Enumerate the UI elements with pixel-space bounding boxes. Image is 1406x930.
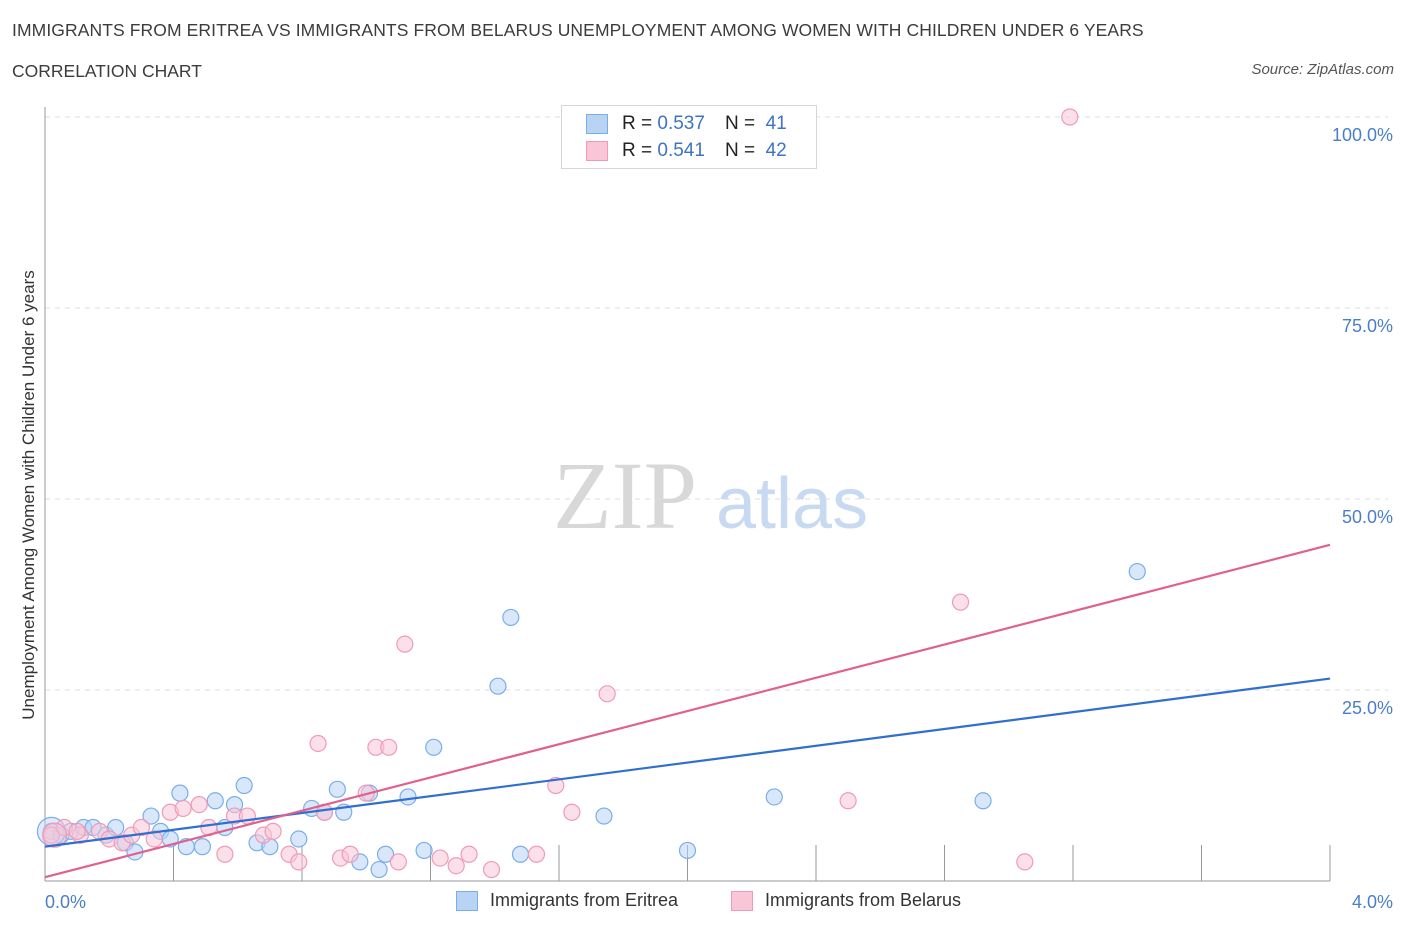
data-point-belarus (145, 830, 163, 848)
data-point-belarus (1016, 853, 1034, 871)
data-point-belarus (547, 776, 565, 795)
chart-subtitle: CORRELATION CHART (12, 61, 202, 81)
data-point-eritrea (678, 841, 697, 860)
data-point-belarus (447, 857, 465, 875)
data-point-belarus (460, 845, 478, 863)
tick-labels: 25.0% 50.0% 75.0% 100.0% 0.0% 4.0% (45, 125, 1393, 912)
trend-line-eritrea (44, 677, 1331, 848)
chart-title: IMMIGRANTS FROM ERITREA VS IMMIGRANTS FR… (12, 20, 1144, 40)
y-axis-label: Unemployment Among Women with Children U… (19, 270, 38, 719)
data-point-belarus (290, 853, 308, 871)
data-point-eritrea (376, 845, 395, 863)
legend-n-value: 42 (765, 140, 787, 161)
bottom-legend-label-eritrea: Immigrants from Eritrea (490, 890, 679, 910)
data-point-belarus (68, 822, 86, 840)
data-point-eritrea (415, 841, 433, 860)
data-point-belarus (132, 818, 150, 837)
legend-n-value: 41 (765, 113, 787, 134)
y-tick-label: 25.0% (1342, 698, 1393, 718)
legend-n-label: N = (724, 140, 756, 161)
legend-swatch-belarus (586, 141, 608, 161)
data-point-eritrea (1128, 562, 1146, 581)
data-point-belarus (174, 799, 192, 818)
data-point-eritrea (974, 792, 992, 810)
data-point-eritrea (511, 845, 530, 863)
y-tick-label: 75.0% (1342, 316, 1393, 336)
legend-row-belarus: R = 0.541 N = 42 (586, 138, 787, 164)
bottom-legend-eritrea: Immigrants from Eritrea (456, 890, 678, 911)
data-point-eritrea (370, 860, 388, 879)
data-point-belarus (264, 822, 282, 840)
data-point-eritrea (142, 807, 160, 825)
bottom-legend-swatch-eritrea (456, 890, 478, 911)
data-point-belarus (42, 826, 61, 844)
trend-line-belarus (44, 543, 1331, 879)
legend-r-value: 0.541 (657, 140, 705, 161)
data-point-eritrea (502, 608, 520, 627)
data-point-belarus (482, 860, 501, 879)
data-point-belarus (341, 845, 359, 863)
gridlines (45, 116, 1388, 691)
data-point-eritrea (290, 830, 308, 848)
data-point-eritrea (328, 780, 346, 798)
data-point-belarus (190, 795, 208, 814)
x-tick-label: 0.0% (45, 892, 86, 912)
legend: R = 0.537 N = 41 R = 0.541 N = 42 (561, 105, 817, 169)
data-point-eritrea (425, 738, 443, 756)
legend-n-label: N = (724, 113, 756, 134)
data-point-belarus (216, 845, 234, 863)
data-point-belarus (527, 845, 546, 863)
data-point-belarus (380, 738, 398, 756)
watermark-zip: ZIP (553, 442, 697, 549)
data-point-eritrea (193, 838, 212, 856)
trend-lines (44, 543, 1331, 879)
data-point-belarus (431, 849, 449, 867)
data-point-eritrea (206, 792, 224, 810)
data-point-belarus (389, 853, 407, 871)
data-point-belarus (42, 822, 68, 848)
data-point-belarus (396, 635, 414, 653)
legend-swatch-eritrea (586, 114, 608, 134)
legend-r-label: R = (622, 113, 653, 134)
y-tick-label: 100.0% (1332, 125, 1393, 145)
series-belarus-points (42, 108, 1079, 879)
y-tick-label: 50.0% (1342, 507, 1393, 527)
data-point-belarus (839, 792, 857, 810)
data-point-belarus (563, 803, 581, 821)
x-tick-label: 4.0% (1352, 892, 1393, 912)
watermark: ZIP atlas (553, 442, 868, 549)
data-point-eritrea (595, 807, 613, 825)
data-point-belarus (309, 734, 327, 753)
axes (44, 107, 1331, 882)
bottom-legend-label-belarus: Immigrants from Belarus (765, 890, 962, 910)
data-point-eritrea (399, 788, 417, 806)
data-point-eritrea (235, 776, 253, 795)
data-point-belarus (598, 685, 616, 703)
data-point-eritrea (171, 784, 189, 802)
data-point-eritrea (765, 788, 783, 806)
data-point-belarus (951, 593, 970, 611)
legend-r-value: 0.537 (657, 113, 705, 134)
legend-r-label: R = (622, 140, 653, 161)
source-label: Source: ZipAtlas.com (1251, 61, 1394, 78)
data-point-eritrea (489, 677, 507, 695)
legend-row-eritrea: R = 0.537 N = 41 (586, 111, 787, 137)
watermark-atlas: atlas (716, 464, 868, 544)
bottom-legend-swatch-belarus (731, 890, 753, 911)
data-point-belarus (1061, 108, 1079, 126)
bottom-legend-belarus: Immigrants from Belarus (731, 890, 961, 911)
